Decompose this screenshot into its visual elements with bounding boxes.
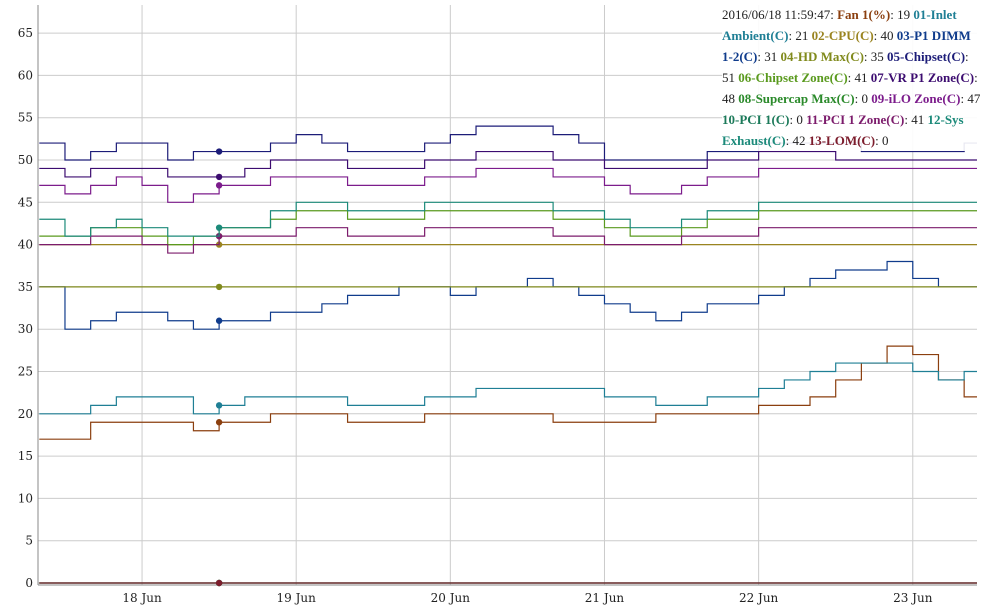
legend-series-value: 19: [897, 7, 914, 22]
x-tick-label: 19 Jun: [277, 591, 317, 605]
legend-series-value: 21: [795, 28, 812, 43]
series-line-9[interactable]: [39, 167, 977, 203]
y-tick-label: 5: [25, 534, 33, 548]
hover-point-0[interactable]: [215, 419, 223, 426]
legend-separator: :: [788, 28, 796, 43]
legend-separator: :: [847, 70, 855, 85]
series-line-3[interactable]: [39, 260, 977, 330]
hover-point-9[interactable]: [215, 182, 223, 189]
legend-series-value: 35: [870, 49, 888, 64]
legend-series-value: 31: [764, 49, 781, 64]
y-tick-label: 60: [18, 68, 33, 82]
series-line-12[interactable]: [39, 201, 977, 237]
legend-separator: :: [904, 112, 912, 127]
legend-series-name: 05-Chipset(C): [887, 49, 966, 64]
legend-series-value: 40: [880, 28, 897, 43]
series-line-6[interactable]: [39, 210, 977, 246]
hover-point-4[interactable]: [215, 283, 223, 291]
legend-separator: :: [873, 28, 881, 43]
legend-separator: :: [974, 70, 978, 85]
y-tick-label: 40: [18, 238, 33, 252]
legend-series-value: 51: [722, 70, 739, 85]
y-tick-label: 20: [18, 407, 33, 421]
hover-point-1[interactable]: [215, 402, 223, 409]
legend-series-value: 0: [861, 91, 872, 106]
y-tick-label: 65: [18, 26, 33, 40]
legend-separator: :: [965, 49, 969, 64]
x-tick-label: 23 Jun: [893, 591, 933, 605]
legend-separator: :: [863, 49, 871, 64]
legend-series-value: 41: [854, 70, 871, 85]
x-tick-label: 21 Jun: [585, 591, 625, 605]
hover-point-3[interactable]: [215, 317, 223, 324]
series-line-0[interactable]: [39, 345, 977, 440]
y-tick-label: 15: [18, 449, 33, 463]
legend-separator: :: [854, 91, 862, 106]
hover-legend: 2016/06/18 11:59:47: Fan 1(%): 19 01-Inl…: [722, 4, 984, 151]
x-tick-label: 18 Jun: [122, 591, 162, 605]
legend-separator: :: [757, 49, 765, 64]
x-tick-label: 22 Jun: [739, 591, 779, 605]
legend-separator: :: [890, 7, 898, 22]
legend-series-name: 08-Supercap Max(C): [738, 91, 855, 106]
legend-series-value: 42: [792, 133, 809, 148]
legend-series-name: 01-Inlet Ambient(C): [722, 7, 957, 43]
legend-series-name: 10-PCI 1(C): [722, 112, 790, 127]
legend-series-name: 09-iLO Zone(C): [871, 91, 961, 106]
y-tick-label: 50: [18, 153, 33, 167]
legend-separator: :: [789, 112, 797, 127]
hover-point-7[interactable]: [215, 173, 223, 181]
legend-series-name: 04-HD Max(C): [780, 49, 864, 64]
legend-series-value: 47: [967, 91, 981, 106]
hover-point-13[interactable]: [215, 579, 223, 587]
legend-series-name: 07-VR P1 Zone(C): [870, 70, 975, 85]
series-line-11[interactable]: [39, 227, 977, 254]
legend-series-name: 12-Sys Exhaust(C): [722, 112, 964, 148]
legend-timestamp: 2016/06/18 11:59:47: [722, 7, 831, 22]
legend-separator: :: [875, 133, 883, 148]
series-line-1[interactable]: [39, 362, 977, 415]
y-tick-label: 45: [18, 195, 33, 209]
legend-series-name: 06-Chipset Zone(C): [738, 70, 848, 85]
x-tick-label: 20 Jun: [431, 591, 471, 605]
legend-series-value: 0: [796, 112, 807, 127]
legend-series-name: 02-CPU(C): [811, 28, 874, 43]
legend-series-value: 48: [722, 91, 739, 106]
hover-point-12[interactable]: [215, 224, 223, 231]
y-tick-label: 10: [18, 491, 33, 505]
legend-separator: :: [960, 91, 968, 106]
legend-series-name: 11-PCI 1 Zone(C): [806, 112, 905, 127]
y-tick-label: 35: [18, 280, 33, 294]
hover-point-5[interactable]: [215, 148, 223, 155]
legend-series-name: 03-P1 DIMM 1-2(C): [722, 28, 971, 64]
y-tick-label: 30: [18, 322, 33, 336]
series-line-7[interactable]: [39, 150, 977, 178]
y-tick-label: 25: [18, 365, 33, 379]
y-tick-label: 0: [25, 576, 33, 590]
legend-separator: :: [785, 133, 793, 148]
legend-series-name: 13-LOM(C): [808, 133, 876, 148]
legend-series-value: 41: [911, 112, 928, 127]
legend-series-value: 0: [882, 133, 889, 148]
legend-series-name: Fan 1(%): [837, 7, 891, 22]
y-tick-label: 55: [18, 111, 33, 125]
